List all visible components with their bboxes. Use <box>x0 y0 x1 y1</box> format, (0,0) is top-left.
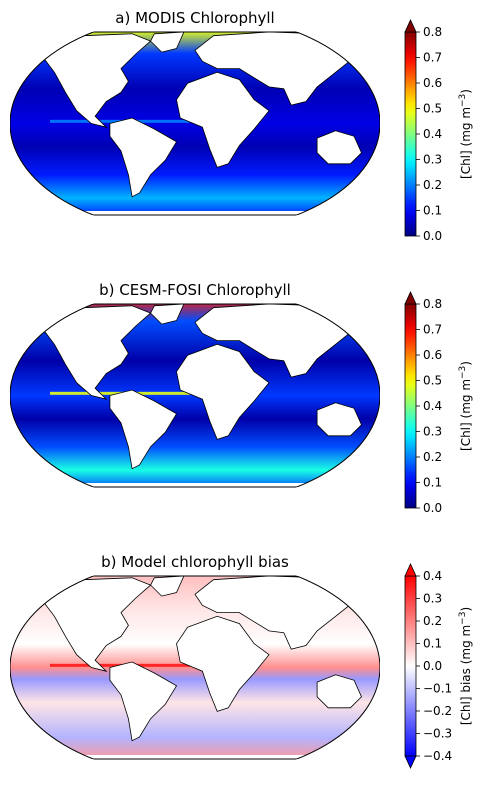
colorbar-extend-max <box>404 19 417 33</box>
landmass-africa <box>176 71 270 168</box>
colorbar-tick-label: 0.2 <box>423 178 442 192</box>
colorbar-tick-label: 0.6 <box>423 76 442 90</box>
landmass-africa <box>176 615 270 712</box>
colorbar-tick-label: −0.3 <box>423 727 452 741</box>
colorbar-tick-label: 0.7 <box>423 323 442 337</box>
colorbar-tick-label: 0.4 <box>423 127 442 141</box>
landmass-africa <box>176 343 270 440</box>
colorbar-tick-label: 0.8 <box>423 297 442 311</box>
colorbar-tick-label: 0.8 <box>423 25 442 39</box>
colorbar-tick-label: −0.1 <box>423 682 452 696</box>
panel-modis: a) MODIS Chlorophyll 0.0 0.1 0.2 0.3 0.4 0.5 0… <box>0 0 496 260</box>
landmass-namerica <box>31 33 152 128</box>
colorbar <box>404 31 417 237</box>
panel-title: a) MODIS Chlorophyll <box>115 9 275 27</box>
landmass-samerica <box>109 389 178 470</box>
colorbar-tick-label: 0.6 <box>423 348 442 362</box>
colorbar-tick-label: 0.2 <box>423 450 442 464</box>
map-bias: −0.4 −0.3 −0.2 −0.1 0.0 0.1 0.2 0.3 0.4 [Chl] bia… <box>10 563 473 769</box>
colorbar-tick-label: 0.0 <box>423 501 442 515</box>
colorbar-tick-label: 0.3 <box>423 592 442 606</box>
landmass-australia <box>316 130 362 165</box>
landmass-antarctica <box>10 755 380 759</box>
colorbar-extend-min <box>404 755 417 769</box>
colorbar-tick-label: 0.7 <box>423 51 442 65</box>
landmass-australia <box>316 402 362 437</box>
colorbar-label: [Chl] (mg m−3) <box>458 89 473 179</box>
colorbar-tick-label: 0.2 <box>423 614 442 628</box>
colorbar-extend-max <box>404 291 417 305</box>
colorbar-tick-label: 0.1 <box>423 476 442 490</box>
landmass-antarctica <box>10 483 380 487</box>
landmass-antarctica <box>10 211 380 215</box>
colorbar <box>404 575 417 757</box>
colorbar-tick-label: −0.4 <box>423 749 452 763</box>
map-modis: 0.0 0.1 0.2 0.3 0.4 0.5 0.6 0.7 0.8 [Chl] (mg m−3… <box>10 19 473 243</box>
panel-title: b) Model chlorophyll bias <box>101 553 289 571</box>
colorbar-tick-label: 0.1 <box>423 637 442 651</box>
colorbar-tick-label: 0.5 <box>423 374 442 388</box>
colorbar-label: [Chl] bias (mg m−3) <box>458 607 473 725</box>
colorbar <box>404 303 417 509</box>
panel-title: b) CESM-FOSI Chlorophyll <box>99 281 291 299</box>
landmass-namerica <box>31 577 152 672</box>
colorbar-tick-label: −0.2 <box>423 704 452 718</box>
landmass-namerica <box>31 305 152 400</box>
colorbar-tick-label: 0.3 <box>423 425 442 439</box>
landmass-australia <box>316 674 362 709</box>
colorbar-tick-label: 0.0 <box>423 659 442 673</box>
colorbar-tick-label: 0.0 <box>423 229 442 243</box>
colorbar-tick-label: 0.4 <box>423 399 442 413</box>
colorbar-tick-label: 0.4 <box>423 569 442 583</box>
colorbar-tick-label: 0.1 <box>423 204 442 218</box>
landmass-samerica <box>109 117 178 198</box>
panel-cesm: b) CESM-FOSI Chlorophyll 0.0 0.1 0.2 0.3 0.4… <box>0 272 496 532</box>
panel-bias: b) Model chlorophyll bias −0.4 −0.3 −0.2 −0… <box>0 544 496 790</box>
colorbar-label: [Chl] (mg m−3) <box>458 361 473 451</box>
map-cesm: 0.0 0.1 0.2 0.3 0.4 0.5 0.6 0.7 0.8 [Chl] (mg m−3… <box>10 291 473 515</box>
colorbar-tick-label: 0.5 <box>423 102 442 116</box>
landmass-samerica <box>109 661 178 742</box>
colorbar-tick-label: 0.3 <box>423 153 442 167</box>
colorbar-extend-max <box>404 563 417 577</box>
